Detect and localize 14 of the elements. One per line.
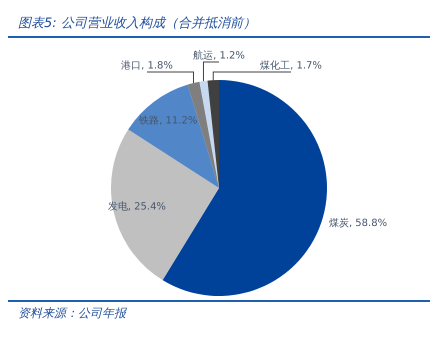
data-label: , 11.2% xyxy=(159,115,198,126)
slice-label: 港口 xyxy=(121,60,142,72)
slice-label: 发电 xyxy=(108,200,128,212)
text: 资料来源：公司年报 xyxy=(17,305,128,322)
slice-label: 航运 xyxy=(193,50,214,62)
data-label: , 25.4% xyxy=(128,201,166,212)
data-label: , 58.8% xyxy=(348,218,388,229)
chart-title: 图表5: 公司营业收入构成（合并抵消前） xyxy=(17,15,257,33)
slice-label: 煤化工 xyxy=(260,60,290,72)
slice-label: 铁路 xyxy=(138,114,160,126)
data-label: , 1.8% xyxy=(141,60,173,72)
data-label: , 1.7% xyxy=(290,60,322,72)
slice-label: 煤炭 xyxy=(328,216,349,229)
data-label: , 1.2% xyxy=(213,50,245,62)
